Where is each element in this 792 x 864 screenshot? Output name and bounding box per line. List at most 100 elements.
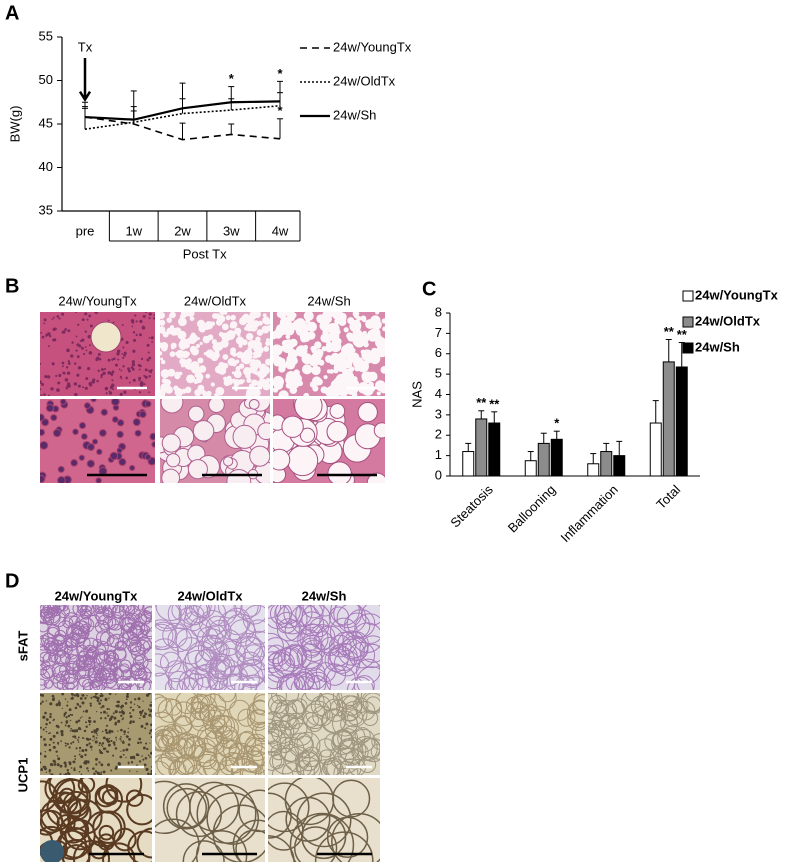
y-tick-label: 4: [435, 386, 442, 401]
error-bar: [540, 432, 547, 444]
error-bar: [590, 453, 597, 464]
significance-mark: **: [677, 327, 688, 342]
significance-mark: *: [277, 66, 283, 81]
bar: [649, 422, 662, 477]
error-bar: [603, 442, 610, 452]
micrograph: [40, 399, 155, 483]
error-bar: [553, 430, 560, 440]
x-tick-label: 3w: [223, 223, 240, 238]
micrograph: [40, 693, 152, 775]
micrograph: [268, 693, 380, 775]
micrograph: [160, 312, 270, 396]
error-bar: [130, 90, 137, 120]
row-label: sFAT: [15, 631, 30, 662]
y-tick-label: 40: [39, 159, 53, 174]
y-tick-label: 8: [435, 304, 442, 319]
column-header: 24w/OldTx: [184, 293, 247, 308]
bar: [488, 422, 501, 477]
y-tick-label: 1: [435, 447, 442, 462]
panel-letter: A: [5, 2, 19, 24]
legend-swatch: [682, 316, 694, 328]
bar: [675, 366, 688, 477]
error-bar: [465, 442, 472, 452]
y-tick-label: 0: [435, 467, 442, 482]
micrograph: [155, 778, 265, 862]
error-bar: [179, 82, 186, 109]
y-axis-label: BW(g): [7, 106, 22, 143]
y-tick-label: 2: [435, 427, 442, 442]
legend-label: 24w/OldTx: [333, 73, 396, 88]
bar: [613, 455, 626, 477]
panel-letter: D: [5, 570, 19, 592]
error-bar: [228, 123, 235, 135]
error-bar: [527, 451, 534, 461]
micrograph: [155, 693, 265, 775]
error-bar: [652, 400, 659, 424]
x-tick-label: Inflammation: [558, 482, 621, 545]
y-tick-label: 6: [435, 345, 442, 360]
bar: [475, 418, 488, 477]
y-axis-label: NAS: [409, 381, 424, 408]
legend-swatch: [682, 342, 694, 354]
micrograph: [273, 312, 385, 396]
error-bar: [491, 411, 498, 424]
x-tick-label: 1w: [125, 223, 142, 238]
panel-letter: B: [5, 275, 19, 297]
data-line: [84, 104, 281, 131]
micrograph: [273, 399, 385, 483]
x-axis-label: Post Tx: [183, 246, 227, 261]
bar: [537, 442, 550, 477]
significance-mark: *: [229, 71, 235, 86]
legend-label: 24w/YoungTx: [333, 39, 412, 54]
row-label: UCP1: [15, 758, 30, 793]
column-header: 24w/Sh: [307, 293, 350, 308]
significance-mark: *: [554, 416, 560, 431]
legend-label: 24w/Sh: [333, 107, 376, 122]
error-bar: [277, 118, 283, 139]
significance-mark: *: [277, 103, 283, 118]
legend-label: 24w/OldTx: [695, 313, 761, 328]
bar: [524, 460, 537, 477]
y-tick-label: 55: [39, 28, 53, 43]
annotation-arrow: [78, 58, 92, 102]
error-bar: [179, 122, 186, 140]
y-tick-label: 3: [435, 406, 442, 421]
column-header: 24w/YoungTx: [58, 293, 137, 308]
error-bar: [228, 86, 235, 103]
legend-label: 24w/YoungTx: [695, 287, 779, 302]
bar: [550, 438, 563, 477]
x-tick-label: Steatosis: [447, 482, 496, 531]
y-tick-label: 7: [435, 325, 442, 340]
micrograph: [160, 399, 270, 483]
x-tick-label: pre: [76, 223, 95, 238]
y-tick-label: 45: [39, 115, 53, 130]
bar: [662, 361, 675, 477]
error-bar: [478, 410, 485, 419]
significance-mark: **: [489, 396, 500, 411]
micrograph: [268, 605, 380, 690]
legend-swatch: [682, 290, 694, 302]
bar: [462, 451, 475, 477]
micrograph: [155, 605, 265, 690]
bar: [600, 451, 613, 477]
error-bar: [665, 338, 672, 362]
micrograph: [40, 778, 152, 862]
error-bar: [82, 101, 88, 118]
column-header: 24w/OldTx: [177, 588, 243, 603]
significance-mark: **: [476, 395, 487, 410]
y-tick-label: 50: [39, 72, 53, 87]
micrograph: [40, 312, 155, 396]
micrograph: [40, 605, 152, 690]
y-tick-label: 35: [39, 202, 53, 217]
bar: [587, 463, 600, 477]
y-tick-label: 5: [435, 366, 442, 381]
x-tick-label: Ballooning: [505, 482, 559, 536]
micrograph: [268, 778, 380, 862]
legend-label: 24w/Sh: [695, 339, 740, 354]
column-header: 24w/Sh: [302, 588, 347, 603]
error-bar: [277, 80, 283, 102]
panel-letter: C: [422, 278, 436, 300]
column-header: 24w/YoungTx: [55, 588, 139, 603]
significance-mark: **: [664, 324, 675, 339]
